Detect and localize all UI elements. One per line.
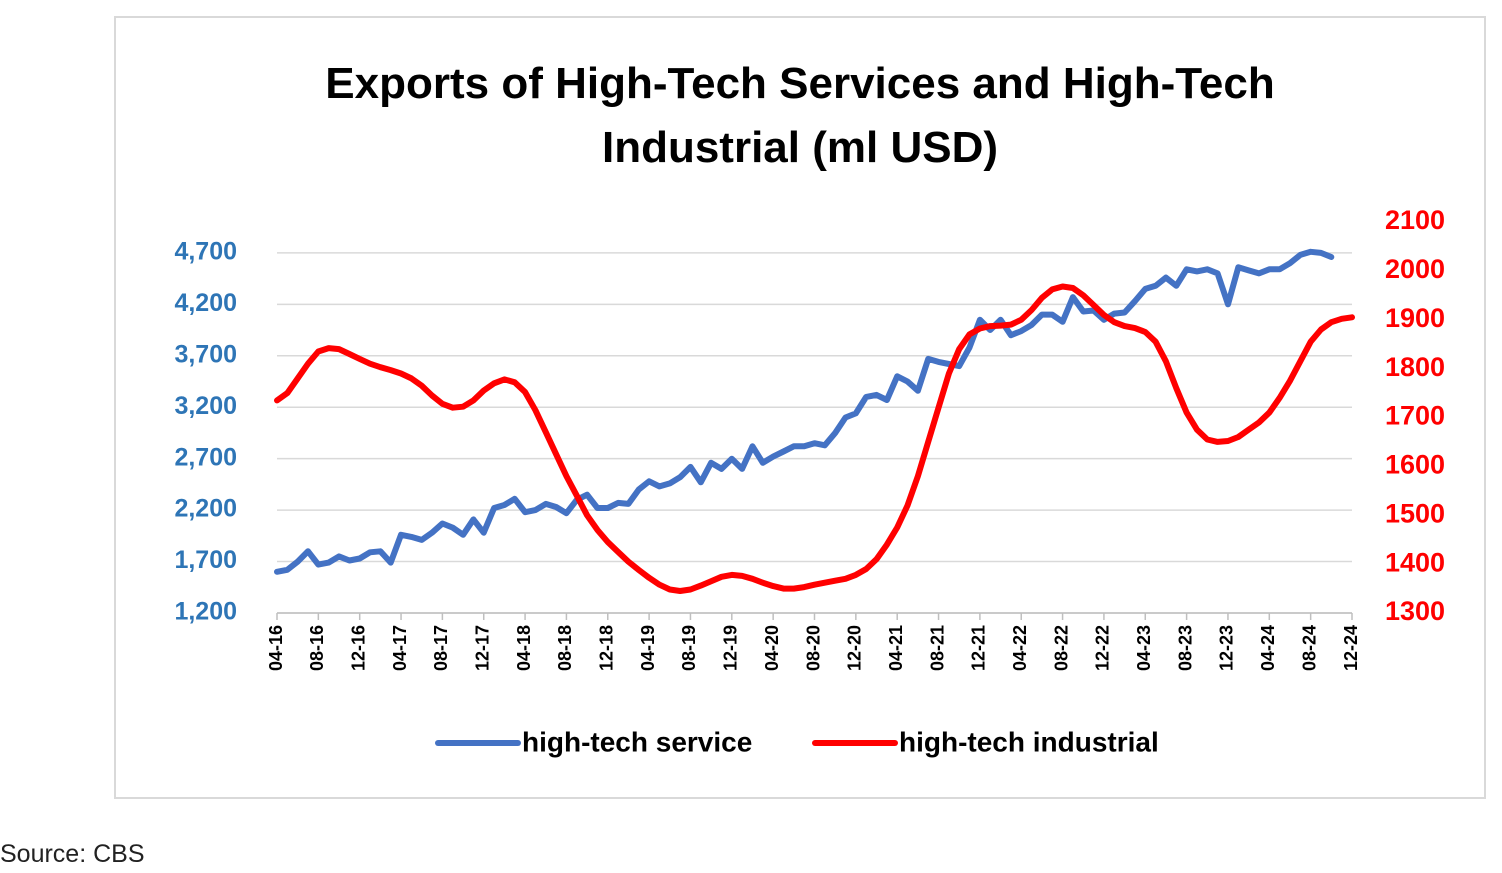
y-tick-label: 2,700 [174,443,237,471]
y2-tick-label: 1400 [1385,547,1445,577]
series-line [274,248,1335,575]
x-tick-label: 08-17 [431,625,451,671]
y-tick-label: 3,700 [174,340,237,368]
x-tick-label: 04-16 [266,625,286,671]
source-note: Source: CBS [0,840,145,868]
y-tick-label: 4,200 [174,289,237,317]
y2-tick-label: 1600 [1385,450,1445,480]
legend-label: high-tech service [522,726,752,757]
y2-tick-label: 1800 [1385,352,1445,382]
y2-tick-label: 1300 [1385,596,1445,626]
x-tick-label: 12-21 [969,625,989,671]
x-tick-label: 12-22 [1093,625,1113,671]
x-tick-label: 12-23 [1217,625,1237,671]
x-tick-label: 08-22 [1051,625,1071,671]
x-tick-label: 12-20 [845,625,865,671]
y2-tick-label: 2000 [1385,254,1445,284]
y2-tick-label: 1500 [1385,498,1445,528]
x-tick-label: 04-21 [886,625,906,671]
y2-tick-label: 2100 [1385,205,1445,235]
x-tick-label: 12-16 [348,625,368,671]
series-line [274,283,1355,594]
x-tick-label: 04-20 [762,625,782,671]
x-tick-label: 04-17 [390,625,410,671]
chart-title: Exports of High-Tech Services and High-T… [325,59,1275,172]
x-tick-label: 12-18 [597,625,617,671]
x-tick-label: 04-22 [1010,625,1030,671]
x-tick-label: 08-20 [803,625,823,671]
x-tick-label: 08-16 [307,625,327,671]
y2-tick-label: 1900 [1385,303,1445,333]
x-tick-label: 08-21 [927,625,947,671]
x-tick-label: 04-24 [1258,625,1278,671]
x-tick-label: 04-19 [638,625,658,671]
x-tick-label: 12-17 [472,625,492,671]
y2-tick-label: 1700 [1385,401,1445,431]
y-tick-label: 1,700 [174,546,237,574]
y-tick-label: 1,200 [174,598,237,626]
x-tick-label: 04-23 [1134,625,1154,671]
x-tick-label: 08-19 [679,625,699,671]
y-tick-label: 2,200 [174,495,237,523]
x-tick-label: 12-24 [1341,625,1361,671]
x-tick-label: 04-18 [514,625,534,671]
x-tick-label: 08-23 [1175,625,1195,671]
y-tick-label: 4,700 [174,237,237,265]
x-tick-label: 08-24 [1299,625,1319,671]
x-tick-label: 08-18 [555,625,575,671]
x-tick-label: 12-19 [721,625,741,671]
y-tick-label: 3,200 [174,392,237,420]
legend-label: high-tech industrial [899,726,1159,757]
